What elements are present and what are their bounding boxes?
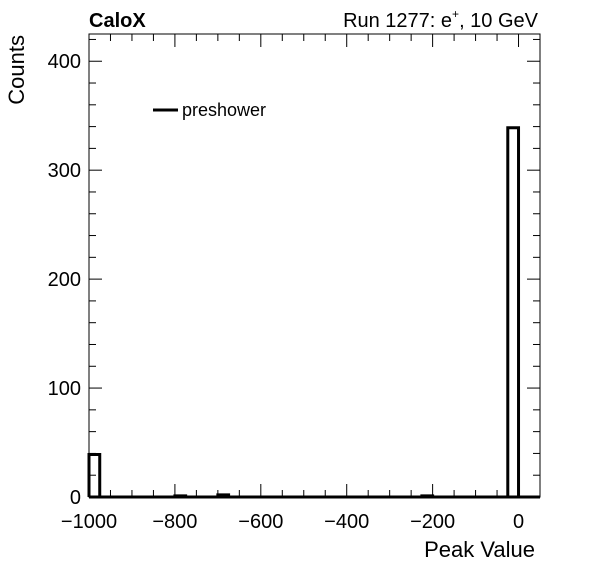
x-tick-labels: −1000 −800 −600 −400 −200 0 <box>61 511 524 533</box>
legend-entry-preshower: preshower <box>182 100 266 120</box>
y-tick-labels: 0 100 200 300 400 <box>48 51 81 509</box>
y-tick-label: 200 <box>48 269 81 291</box>
legend: preshower <box>153 100 266 120</box>
y-tick-label: 300 <box>48 160 81 182</box>
experiment-label: CaloX <box>89 10 146 32</box>
y-tick-label: 0 <box>70 487 81 509</box>
x-axis-label: Peak Value <box>424 537 535 562</box>
histogram-bar <box>87 453 102 497</box>
y-tick-label: 100 <box>48 378 81 400</box>
x-tick-label: −400 <box>324 511 369 533</box>
x-tick-label: −1000 <box>61 511 117 533</box>
run-info-text: Run 1277: e <box>343 10 452 32</box>
x-tick-label: 0 <box>513 511 524 533</box>
histogram-bars <box>87 126 521 498</box>
run-info-superscript: + <box>452 7 459 21</box>
minor-ticks <box>89 34 541 497</box>
y-axis-label: Counts <box>4 35 29 105</box>
x-tick-label: −800 <box>152 511 197 533</box>
histogram-bar <box>506 126 521 497</box>
run-info-tail: , 10 GeV <box>459 10 539 32</box>
y-tick-label: 400 <box>48 51 81 73</box>
major-ticks <box>88 34 540 498</box>
x-tick-label: −200 <box>410 511 455 533</box>
plot-frame <box>88 33 541 498</box>
x-tick-label: −600 <box>238 511 283 533</box>
run-info-label: Run 1277: e+, 10 GeV <box>343 7 539 32</box>
